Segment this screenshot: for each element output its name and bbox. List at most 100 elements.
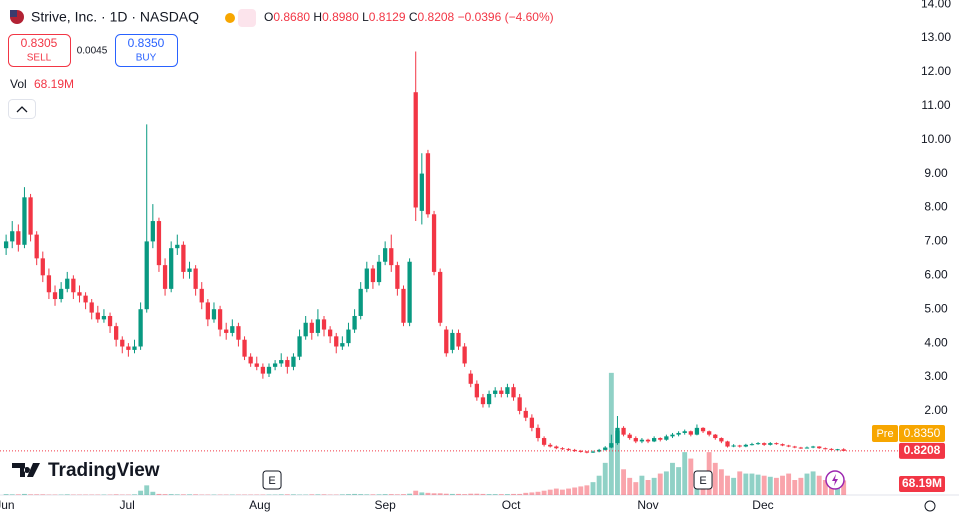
candle-body [829,448,834,450]
volume-bar [187,494,192,495]
volume-bar [504,494,510,495]
volume-bar [28,494,34,495]
volume-bar [346,494,351,495]
candle-body [285,360,290,367]
candle-body [193,268,198,289]
candle-body [144,241,149,310]
flag-canton [10,10,17,17]
candle-body [71,278,76,293]
candle-body [639,439,645,442]
candle-body [52,292,58,300]
volume-bar [174,494,180,495]
spread: 0.0045 [77,46,108,57]
candle-body [609,443,614,448]
volume-bar [407,493,413,495]
candle-body [645,439,651,442]
candle-body [236,326,241,340]
volume-bar [456,493,461,495]
volume-bar [511,493,516,495]
change-value: −0.0396 (−4.60%) [458,10,554,24]
header: Strive, Inc. · 1D · NASDAQ O0.8680 H0.89… [10,9,554,27]
candle-body [431,214,437,272]
volume-bar [382,494,388,495]
volume-bar [767,476,773,495]
volume-bar [712,462,718,495]
volume-bar [425,492,431,495]
candle-body [303,322,308,337]
volume-bar [291,494,296,495]
candle-body [169,248,174,289]
candle-body [737,445,742,447]
candle-body [450,332,455,350]
candle-body [768,443,773,445]
volume-bar [798,477,804,495]
volume-bar [449,493,455,495]
last-volume-label: 68.19M [902,476,942,490]
candle-body [346,329,351,344]
y-tick-label: 8.00 [924,200,948,214]
volume-bar [492,494,498,495]
volume-bar [370,494,376,495]
volume-bar [150,491,156,495]
volume-bar [40,494,46,495]
volume-bar [315,494,321,495]
volume-bar [9,494,15,495]
volume-bar [168,494,174,495]
sell-button[interactable] [8,34,71,67]
volume-bar [162,494,168,495]
candle-body [364,268,369,289]
buy-label: BUY [136,53,157,64]
collapse-icon [16,106,28,113]
candle-body [798,447,804,449]
volume-bar [284,494,290,495]
candle-body [523,410,528,418]
candle-body [707,431,712,435]
volume-bar [144,485,150,495]
candle-body [58,288,64,300]
volume-bar [132,494,137,495]
candle-body [664,436,669,440]
candle-body [468,373,473,384]
volume-bar [468,493,474,495]
volume-bar [602,462,608,495]
candle-body [162,265,168,289]
candle-body [40,258,45,276]
volume-bar [657,473,663,495]
volume-bar [676,467,682,495]
x-tick-label: Nov [637,498,658,512]
candle-body [327,329,333,337]
volume-bar [431,493,437,495]
volume-bar [645,480,651,495]
price-labels: Pre 0.8350 [872,425,945,442]
collapse-button[interactable] [8,99,36,119]
pre-label: Pre [876,428,893,440]
ohlc-key: C [409,10,418,24]
candle-body [132,346,137,350]
candle-body [810,446,816,448]
volume-bar [443,493,449,495]
volume-bar [437,493,443,495]
volume-bar [480,493,486,495]
candle-body [10,231,15,242]
volume-bar [138,490,144,495]
volume-bar [547,489,553,495]
volume-bar [608,372,614,495]
candle-body [554,446,559,449]
volume-bar [749,473,755,495]
candle-body [786,445,791,447]
volume-bar [688,458,694,495]
candle-body [541,438,547,445]
candle-body [621,427,626,435]
y-tick-label: 14.00 [921,0,951,10]
symbol-title[interactable]: Strive, Inc. · 1D · NASDAQ [31,9,199,25]
settings-button[interactable] [924,500,936,512]
candle-body [156,221,162,266]
candle-body [474,383,479,398]
candle-body [480,397,486,405]
volume-bar [841,480,847,495]
volume-bar [682,452,688,495]
x-tick-label: Jul [119,498,134,512]
buy-button[interactable] [115,34,178,67]
candle-body [444,329,449,354]
